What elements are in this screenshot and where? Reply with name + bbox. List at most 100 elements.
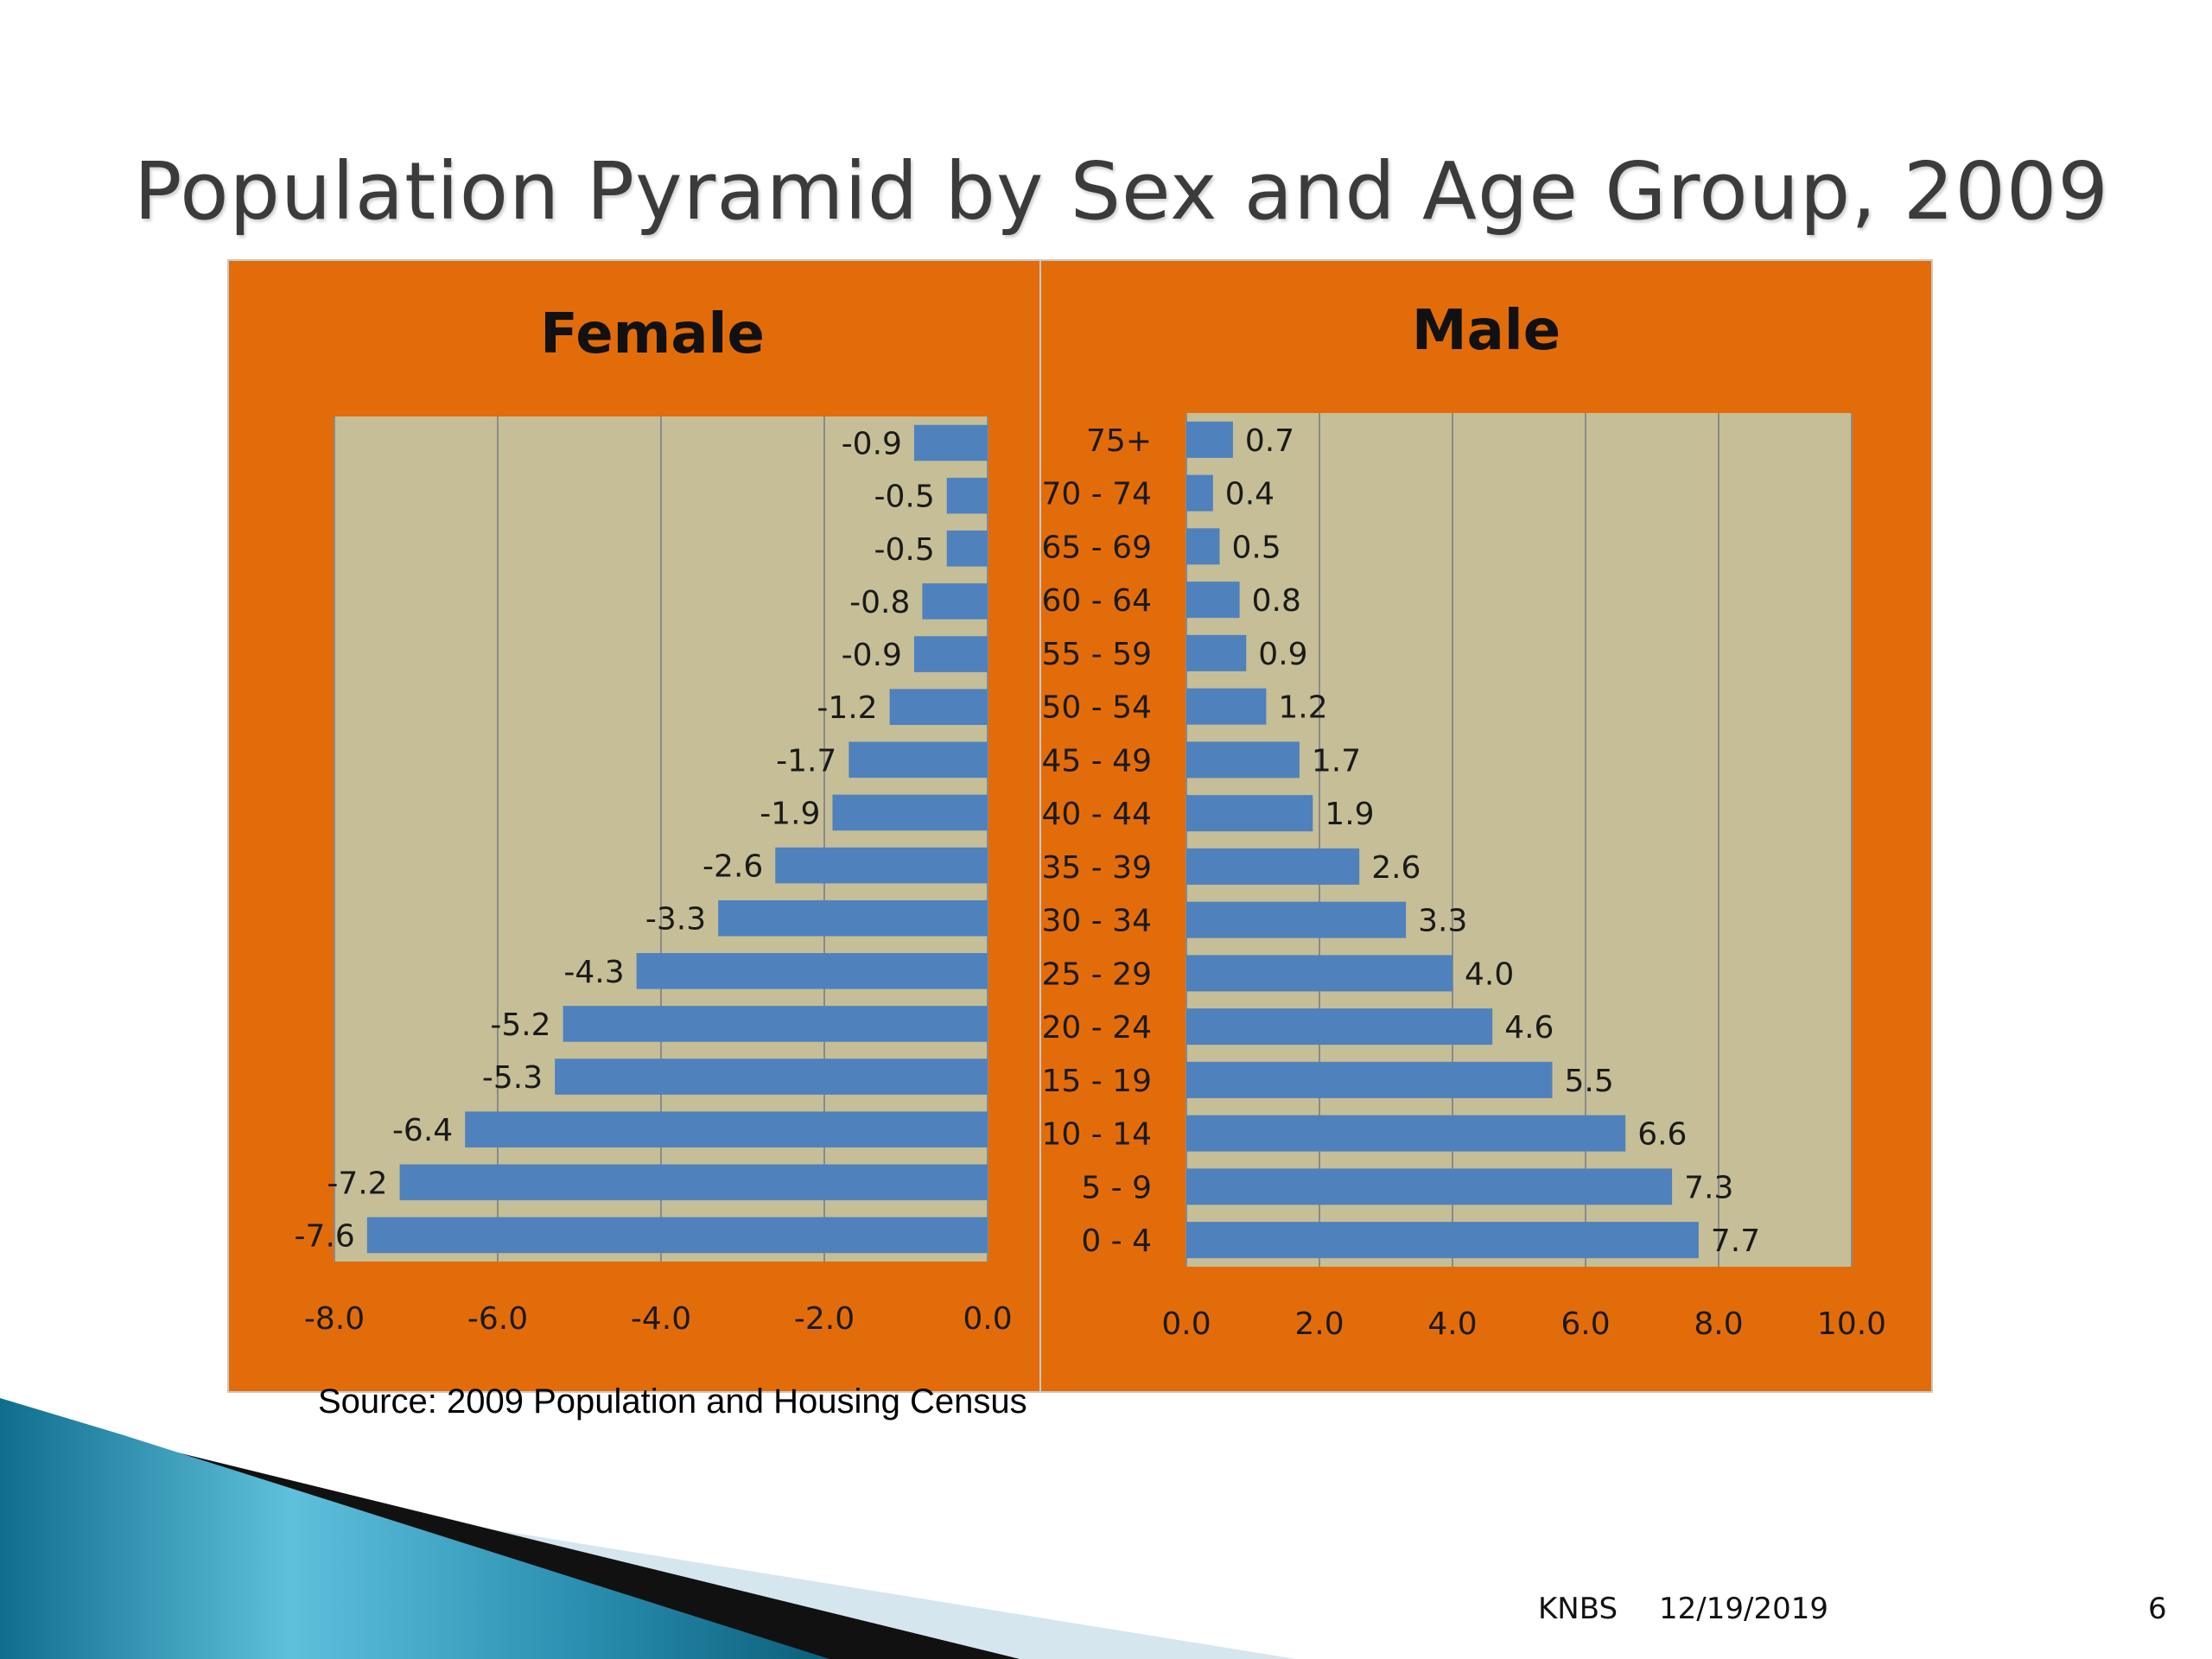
x-tick-label: 2.0 <box>1294 1306 1344 1342</box>
data-label: 0.8 <box>1252 583 1301 619</box>
bar <box>922 583 988 620</box>
category-label: 10 - 14 <box>1042 1117 1153 1153</box>
data-label: 6.6 <box>1637 1117 1687 1153</box>
data-label: 7.3 <box>1684 1170 1733 1205</box>
data-label: -7.6 <box>295 1218 355 1254</box>
bar <box>913 424 988 461</box>
male-chart-title: Male <box>1411 299 1561 363</box>
category-label: 35 - 39 <box>1042 850 1153 886</box>
data-label: 0.9 <box>1258 637 1307 672</box>
source-note: Source: 2009 Population and Housing Cens… <box>318 1382 1027 1421</box>
x-tick-label: -2.0 <box>794 1301 855 1337</box>
slide-title: Population Pyramid by Sex and Age Group,… <box>134 145 2109 238</box>
data-label: -5.3 <box>482 1060 543 1096</box>
data-label: -4.3 <box>563 955 624 990</box>
category-label: 25 - 29 <box>1042 957 1153 992</box>
bar <box>946 477 988 514</box>
category-label: 30 - 34 <box>1042 904 1153 939</box>
data-label: -2.6 <box>702 849 763 885</box>
category-label: 70 - 74 <box>1042 477 1153 512</box>
bar <box>913 636 988 672</box>
male-chart-panel: Male 0.0 2.0 4.0 6.0 8.0 10.0 0.7 75+ 0.4 70 - 74… <box>1041 261 1931 1391</box>
data-label: 0.4 <box>1225 477 1274 512</box>
bar <box>636 953 988 989</box>
category-label: 15 - 19 <box>1042 1064 1153 1099</box>
bar <box>1186 582 1240 619</box>
data-label: 0.7 <box>1245 423 1294 459</box>
footer-page-number: 6 <box>2148 1592 2167 1626</box>
bar <box>775 847 988 884</box>
data-label: -5.2 <box>490 1007 550 1043</box>
data-label: -1.2 <box>817 690 877 726</box>
bar <box>1186 528 1220 565</box>
category-label: 65 - 69 <box>1042 530 1153 565</box>
bar <box>718 899 988 937</box>
x-tick-label: 8.0 <box>1694 1306 1743 1342</box>
data-label: -3.3 <box>645 902 706 938</box>
bar <box>1186 955 1452 992</box>
category-label: 60 - 64 <box>1042 583 1153 619</box>
bar <box>1186 1168 1673 1205</box>
male-chart: 0.0 2.0 4.0 6.0 8.0 10.0 0.7 75+ 0.4 70 - 74 0.5 65… <box>1042 413 1886 1342</box>
bar <box>1186 901 1407 938</box>
bar <box>1186 1115 1626 1152</box>
data-label: 7.7 <box>1711 1224 1760 1259</box>
bar <box>946 531 988 567</box>
x-tick-label: -6.0 <box>467 1301 528 1337</box>
data-label: 5.5 <box>1565 1064 1614 1099</box>
x-tick-label: 6.0 <box>1560 1306 1610 1342</box>
category-label: 75+ <box>1086 423 1152 459</box>
bar <box>399 1164 988 1201</box>
x-tick-label: 0.0 <box>1161 1306 1211 1342</box>
bar <box>555 1058 988 1095</box>
x-tick-label: 0.0 <box>963 1301 1012 1337</box>
data-label: -0.5 <box>874 480 935 515</box>
category-label: 0 - 4 <box>1081 1224 1152 1259</box>
data-label: -1.7 <box>776 743 836 779</box>
data-label: -1.9 <box>760 796 820 831</box>
category-label: 40 - 44 <box>1042 797 1153 832</box>
bar <box>1186 634 1247 671</box>
bar <box>832 794 988 831</box>
data-label: 1.9 <box>1325 797 1374 832</box>
bar <box>1186 848 1360 885</box>
bar <box>1186 795 1313 832</box>
data-label: 2.6 <box>1371 850 1421 886</box>
x-tick-label: 10.0 <box>1817 1306 1886 1342</box>
bar <box>1186 1008 1493 1046</box>
bar <box>1186 688 1267 725</box>
category-label: 55 - 59 <box>1042 637 1153 672</box>
footer-organization: KNBS <box>1538 1592 1618 1626</box>
bar <box>1186 474 1213 512</box>
x-tick-label: -8.0 <box>304 1301 365 1337</box>
female-chart-title: Female <box>540 302 765 366</box>
swoosh-blue <box>0 1398 830 1659</box>
data-label: 1.7 <box>1312 743 1361 779</box>
data-label: 0.5 <box>1232 530 1281 565</box>
x-tick-label: -4.0 <box>631 1301 691 1337</box>
swoosh-dark <box>69 1434 1020 1659</box>
data-label: 3.3 <box>1418 904 1467 939</box>
bar <box>1186 1061 1553 1098</box>
bar <box>849 741 988 779</box>
data-label: 4.0 <box>1465 957 1514 992</box>
category-label: 50 - 54 <box>1042 690 1153 726</box>
bar <box>563 1006 988 1042</box>
data-label: -7.2 <box>327 1166 387 1201</box>
x-tick-label: 4.0 <box>1427 1306 1477 1342</box>
bar <box>889 689 988 725</box>
category-label: 45 - 49 <box>1042 743 1153 779</box>
footer-date: 12/19/2019 <box>1659 1592 1828 1626</box>
female-chart-panel: Female -8.0 -6.0 -4.0 -2.0 0.0 -0.9 -0.5 -0.5 -0… <box>229 261 1041 1391</box>
data-label: -0.8 <box>849 585 910 620</box>
data-label: -0.5 <box>874 532 935 568</box>
female-chart: -8.0 -6.0 -4.0 -2.0 0.0 -0.9 -0.5 -0.5 -0.8 -0.9 -… <box>295 416 1013 1337</box>
bar <box>1186 741 1300 779</box>
data-label: -0.9 <box>842 638 902 673</box>
bar <box>1186 421 1233 458</box>
data-label: 1.2 <box>1278 690 1327 726</box>
data-label: -6.4 <box>392 1113 453 1148</box>
bar <box>366 1217 988 1254</box>
category-label: 5 - 9 <box>1081 1170 1152 1205</box>
